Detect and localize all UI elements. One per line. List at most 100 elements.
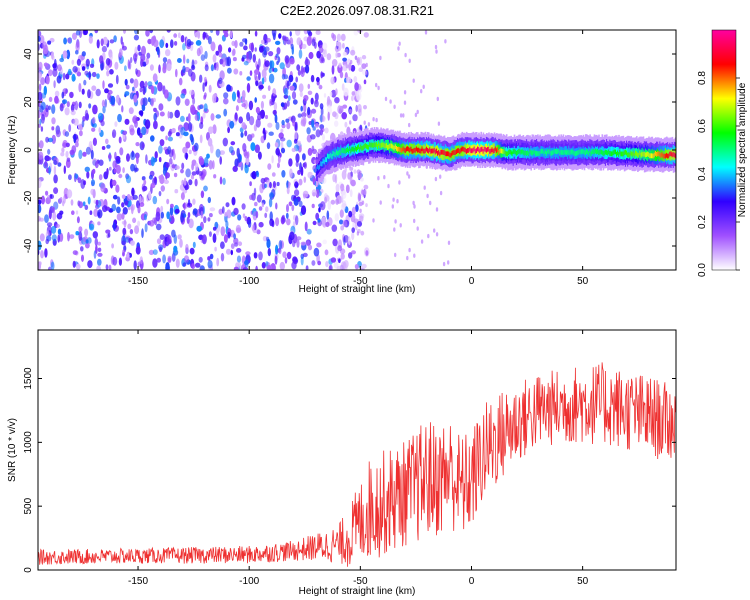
- heatmap-cell: [353, 30, 359, 36]
- heatmap-cell: [75, 41, 80, 52]
- heatmap-cell: [250, 42, 254, 53]
- heatmap-cell: [349, 146, 351, 151]
- heatmap-cell: [274, 114, 278, 124]
- heatmap-cell: [158, 175, 164, 180]
- heatmap-cell: [258, 81, 264, 91]
- heatmap-cell: [361, 55, 367, 60]
- heatmap-cell: [599, 149, 601, 155]
- heatmap-cell: [256, 229, 261, 235]
- heatmap-cell: [541, 148, 544, 154]
- heatmap-cell: [66, 189, 73, 199]
- heatmap-cell: [44, 248, 48, 258]
- heatmap-cell: [137, 44, 141, 52]
- heatmap-cell: [186, 216, 190, 224]
- heatmap-cell: [311, 108, 317, 114]
- heatmap-cell: [276, 181, 280, 187]
- heatmap-cell: [269, 60, 273, 70]
- heatmap-cell: [152, 195, 158, 205]
- heatmap-cell: [112, 194, 118, 200]
- heatmap-cell: [133, 260, 137, 270]
- x-tick-label: 0: [469, 276, 475, 287]
- heatmap-cell: [142, 85, 146, 95]
- heatmap-cell: [286, 122, 291, 130]
- heatmap-cell: [53, 62, 58, 71]
- heatmap-cell: [402, 113, 405, 118]
- heatmap-cell: [254, 144, 260, 153]
- heatmap-cell: [106, 70, 110, 77]
- heatmap-cell: [572, 150, 575, 155]
- heatmap-cell: [323, 159, 326, 165]
- heatmap-cell: [198, 156, 204, 163]
- heatmap-cell: [72, 250, 78, 256]
- heatmap-cell: [72, 32, 77, 40]
- heatmap-cell: [435, 148, 438, 154]
- heatmap-cell: [212, 233, 217, 244]
- heatmap-cell: [265, 206, 269, 213]
- heatmap-cell: [393, 104, 396, 110]
- heatmap-cell: [223, 32, 229, 38]
- heatmap-cell: [142, 97, 148, 106]
- heatmap-cell: [342, 57, 347, 62]
- heatmap-cell: [153, 120, 158, 130]
- heatmap-cell: [230, 141, 236, 146]
- heatmap-cell: [78, 101, 82, 109]
- heatmap-cell: [249, 70, 253, 76]
- heatmap-cell: [403, 147, 406, 153]
- heatmap-cell: [302, 153, 306, 161]
- heatmap-cell: [180, 192, 185, 201]
- heatmap-cell: [335, 51, 339, 59]
- heatmap-cell: [296, 37, 302, 46]
- heatmap-cell: [90, 149, 94, 160]
- heatmap-cell: [461, 146, 464, 152]
- heatmap-cell: [567, 149, 569, 155]
- heatmap-cell: [336, 265, 342, 270]
- heatmap-cell: [408, 146, 410, 152]
- heatmap-cell: [83, 79, 87, 86]
- heatmap-cell: [173, 245, 178, 253]
- heatmap-cell: [549, 148, 551, 154]
- heatmap-cell: [443, 150, 446, 155]
- heatmap-cell: [391, 204, 394, 209]
- heatmap-cell: [558, 148, 560, 160]
- heatmap-cell: [112, 129, 117, 139]
- heatmap-cell: [363, 120, 366, 125]
- heatmap-cell: [513, 148, 516, 154]
- heatmap-cell: [631, 152, 634, 157]
- heatmap-cell: [121, 194, 126, 200]
- heatmap-cell: [184, 66, 190, 73]
- heatmap-cell: [409, 147, 411, 153]
- heatmap-cell: [185, 141, 191, 149]
- heatmap-cell: [280, 102, 285, 108]
- heatmap-cell: [588, 151, 590, 156]
- heatmap-cell: [576, 150, 578, 156]
- heatmap-cell: [626, 150, 628, 156]
- heatmap-cell: [238, 116, 243, 124]
- heatmap-cell: [198, 256, 203, 263]
- heatmap-cell: [347, 58, 351, 63]
- heatmap-cell: [603, 150, 606, 156]
- colorbar-tick-label: 0.8: [697, 71, 708, 85]
- heatmap-cell: [173, 172, 178, 178]
- heatmap-cell: [204, 92, 207, 98]
- heatmap-cell: [362, 145, 365, 150]
- heatmap-cell: [139, 256, 143, 265]
- heatmap-cell: [353, 169, 357, 174]
- heatmap-cell: [349, 146, 351, 157]
- heatmap-cell: [65, 150, 69, 158]
- heatmap-cell: [493, 148, 496, 153]
- heatmap-cell: [369, 142, 371, 147]
- heatmap-cell: [91, 71, 97, 78]
- heatmap-cell: [504, 150, 507, 156]
- heatmap-cell: [310, 74, 315, 83]
- heatmap-cell: [59, 103, 64, 112]
- heatmap-cell: [666, 152, 668, 158]
- heatmap-cell: [512, 149, 515, 154]
- heatmap-cell: [203, 103, 208, 112]
- heatmap-cell: [169, 206, 174, 216]
- heatmap-cell: [495, 148, 498, 154]
- heatmap-cell: [133, 94, 138, 103]
- heatmap-cell: [589, 148, 591, 154]
- heatmap-cell: [298, 83, 304, 93]
- heatmap-cell: [348, 210, 353, 218]
- heatmap-cell: [121, 212, 125, 220]
